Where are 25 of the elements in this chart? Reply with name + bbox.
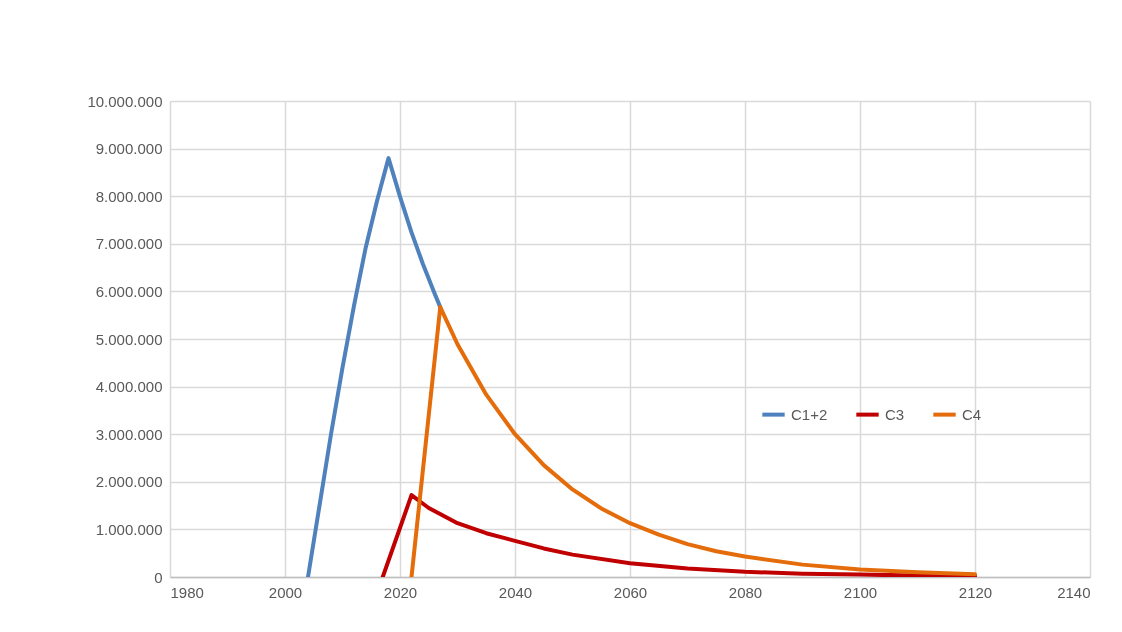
x-tick-label: 2100 bbox=[843, 583, 878, 601]
x-tick-label: 2020 bbox=[383, 583, 418, 601]
legend-label: C1+2 bbox=[791, 405, 828, 423]
y-tick-label: 10.000.000 bbox=[87, 92, 163, 110]
x-tick-label: 2040 bbox=[498, 583, 533, 601]
x-tick-label: 2080 bbox=[728, 583, 763, 601]
y-tick-label: 7.000.000 bbox=[95, 235, 163, 253]
line-series bbox=[306, 156, 443, 577]
x-tick-label: 1980 bbox=[170, 583, 204, 601]
y-tick-label: 8.000.000 bbox=[95, 187, 163, 205]
y-tick-label: 4.000.000 bbox=[95, 378, 163, 396]
y-tick-label: 1.000.000 bbox=[95, 520, 163, 538]
y-tick-label: 5.000.000 bbox=[95, 330, 163, 348]
line-series bbox=[380, 493, 977, 577]
y-tick-label: 0 bbox=[154, 568, 163, 586]
x-tick-label: 2000 bbox=[268, 583, 303, 601]
y-tick-label: 2.000.000 bbox=[95, 473, 163, 491]
legend-label: C4 bbox=[962, 405, 982, 423]
x-tick-label: 2120 bbox=[958, 583, 993, 601]
x-tick-label: 2060 bbox=[613, 583, 648, 601]
x-tick-label: 2140 bbox=[1057, 583, 1091, 601]
y-tick-label: 6.000.000 bbox=[95, 282, 163, 300]
y-tick-label: 3.000.000 bbox=[95, 425, 163, 443]
y-tick-label: 9.000.000 bbox=[95, 140, 163, 158]
legend-label: C3 bbox=[885, 405, 905, 423]
